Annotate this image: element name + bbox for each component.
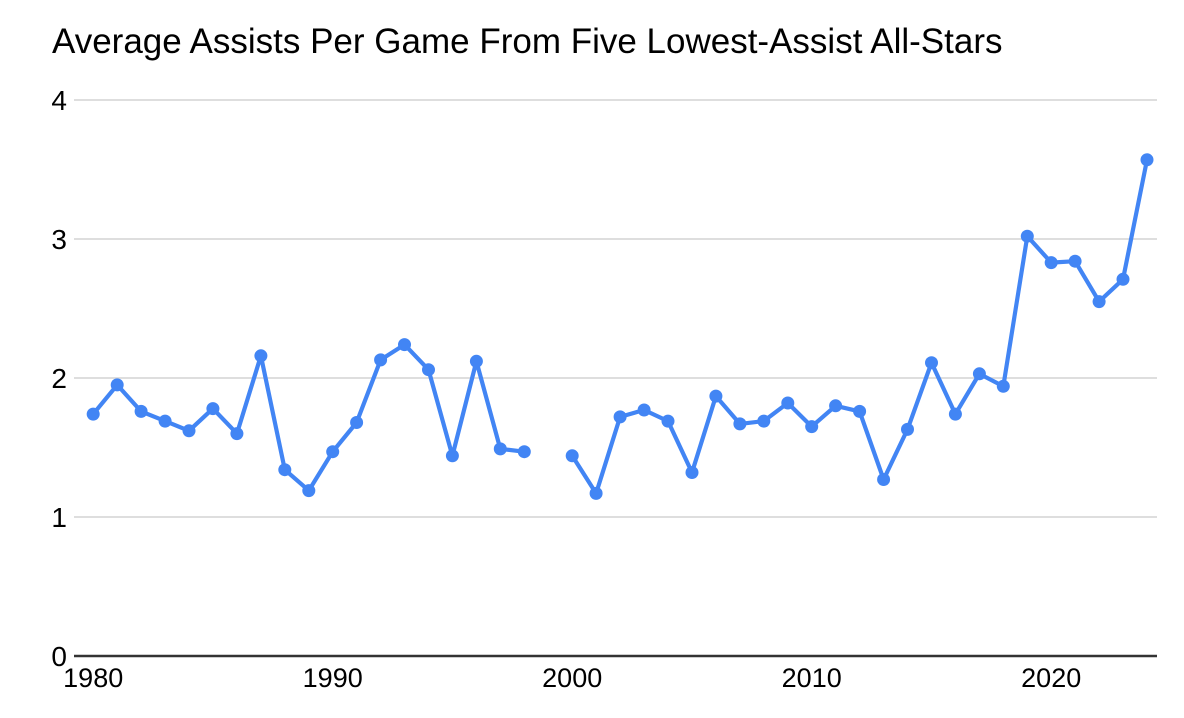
chart-title: Average Assists Per Game From Five Lowes…	[52, 22, 1003, 61]
data-point-1981	[110, 378, 124, 392]
data-point-2002	[613, 410, 627, 424]
y-tick-label: 4	[51, 85, 67, 116]
data-point-2017	[972, 367, 986, 381]
data-point-1994	[422, 363, 435, 377]
x-tick-label: 2020	[1021, 663, 1081, 693]
data-point-1985	[206, 402, 220, 416]
data-point-1989	[302, 484, 316, 498]
x-tick-label: 2010	[782, 663, 842, 693]
data-point-1990	[326, 445, 340, 459]
y-tick-label: 0	[51, 641, 67, 672]
data-point-2022	[1092, 295, 1106, 309]
data-point-2016	[948, 407, 962, 421]
data-point-1991	[350, 416, 364, 429]
data-point-2005	[685, 466, 699, 479]
data-point-1996	[469, 354, 483, 368]
x-tick-label: 1980	[63, 663, 123, 693]
data-point-1983	[158, 414, 172, 428]
x-tick-label: 2000	[542, 663, 602, 693]
data-point-2001	[589, 486, 603, 500]
data-point-1993	[398, 338, 411, 352]
data-point-2008	[757, 414, 771, 428]
series-line	[570, 157, 1150, 496]
data-point-2007	[733, 417, 747, 431]
data-point-1997	[493, 442, 507, 456]
y-tick-label: 3	[51, 224, 67, 255]
data-point-2003	[637, 403, 651, 417]
series-line	[91, 342, 527, 493]
data-point-2014	[901, 422, 914, 436]
data-point-1984	[182, 424, 196, 438]
x-tick-label: 1990	[303, 663, 363, 693]
data-point-2015	[925, 356, 938, 370]
data-point-2024	[1140, 153, 1154, 167]
data-point-1982	[134, 404, 148, 418]
data-point-2009	[781, 396, 795, 410]
data-point-1992	[374, 353, 388, 367]
data-point-2006	[709, 389, 723, 403]
data-point-2019	[1020, 229, 1034, 243]
data-point-2004	[661, 414, 675, 428]
data-point-2012	[853, 404, 867, 418]
data-point-2023	[1116, 272, 1130, 286]
data-point-2011	[829, 399, 843, 413]
data-point-1988	[278, 463, 292, 477]
y-tick-label: 2	[51, 363, 67, 394]
data-point-2021	[1068, 254, 1082, 268]
data-point-2018	[996, 379, 1010, 393]
data-point-2013	[877, 473, 891, 486]
data-point-1998	[517, 445, 531, 459]
data-point-1986	[230, 427, 244, 441]
data-point-1995	[445, 449, 459, 463]
data-point-2000	[565, 449, 579, 463]
data-point-2020	[1044, 256, 1058, 270]
data-point-1980	[86, 407, 100, 421]
data-point-2010	[805, 420, 819, 434]
data-point-1987	[254, 349, 268, 363]
y-tick-label: 1	[51, 502, 67, 533]
